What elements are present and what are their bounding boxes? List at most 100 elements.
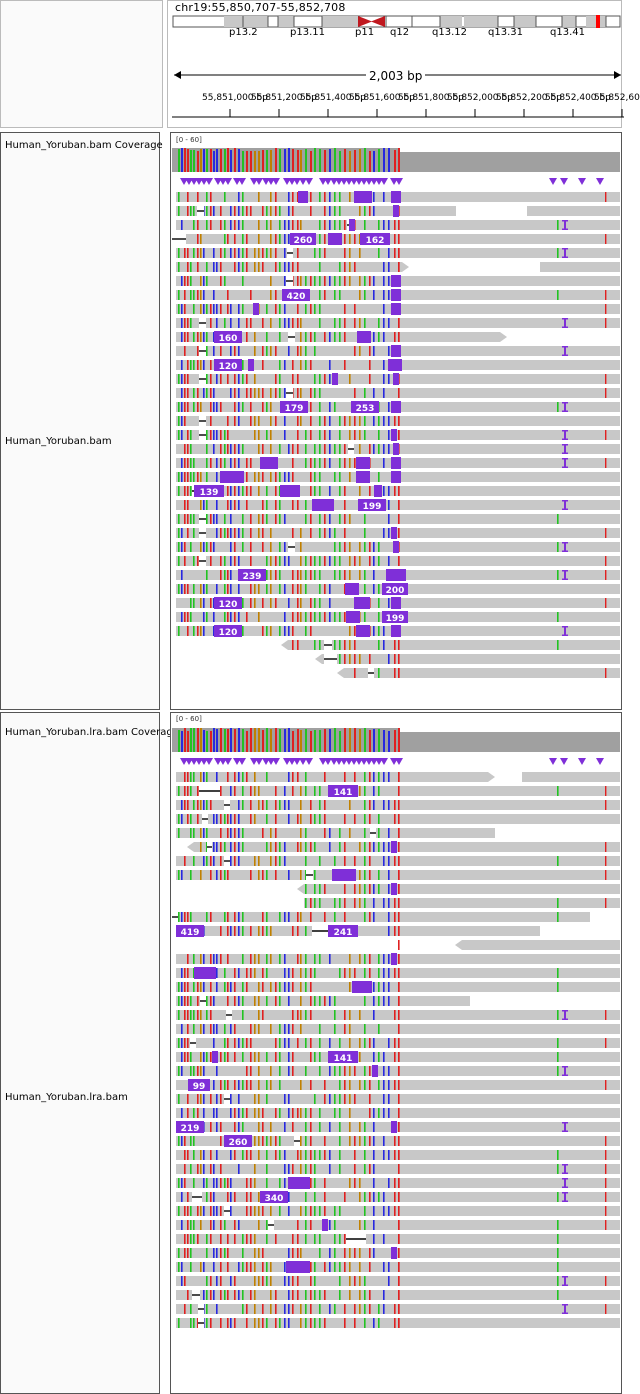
insertion-glyph xyxy=(562,1186,568,1188)
mismatch xyxy=(187,584,189,594)
mismatch xyxy=(213,304,215,314)
mismatch xyxy=(310,388,312,398)
mismatch xyxy=(305,360,307,370)
mismatch xyxy=(369,772,371,782)
mismatch xyxy=(344,304,346,314)
mismatch xyxy=(203,584,205,594)
mismatch xyxy=(324,192,326,202)
coverage-mismatch xyxy=(305,729,307,752)
mismatch xyxy=(262,388,264,398)
mismatch xyxy=(329,1066,331,1076)
mismatch xyxy=(349,1024,351,1034)
mismatch xyxy=(258,1052,260,1062)
insertion-marker xyxy=(578,178,586,185)
mismatch xyxy=(334,528,336,538)
mismatch xyxy=(292,926,294,936)
mismatch xyxy=(310,814,312,824)
mismatch xyxy=(262,262,264,272)
mismatch xyxy=(238,828,240,838)
mismatch xyxy=(279,996,281,1006)
coverage-mismatch xyxy=(329,729,331,752)
coverage-track[interactable] xyxy=(172,146,620,172)
coverage-track-label[interactable]: Human_Yoruban.bam Coverage xyxy=(5,140,163,151)
mismatch xyxy=(297,374,299,384)
mismatch xyxy=(319,1066,321,1076)
alignment-track-label[interactable]: Human_Yoruban.bam xyxy=(5,436,112,447)
mismatch xyxy=(246,1318,248,1328)
mismatch xyxy=(339,486,341,496)
mismatch xyxy=(339,472,341,482)
mismatch xyxy=(242,842,244,852)
insertion-glyph xyxy=(562,634,568,636)
mismatch xyxy=(310,1206,312,1216)
mismatch xyxy=(284,1038,286,1048)
mismatch xyxy=(284,954,286,964)
mismatch xyxy=(266,1150,268,1160)
mismatch xyxy=(178,814,180,824)
mismatch xyxy=(220,304,222,314)
coverage-track-label[interactable]: Human_Yoruban.lra.bam Coverage xyxy=(5,727,179,738)
mismatch xyxy=(206,800,208,810)
mismatch xyxy=(213,1192,215,1202)
mismatch xyxy=(310,472,312,482)
insertion-glyph xyxy=(564,346,566,356)
mismatch xyxy=(213,402,215,412)
insertion-box xyxy=(391,289,401,301)
mismatch xyxy=(344,772,346,782)
mismatch xyxy=(197,402,199,412)
coverage-mismatch xyxy=(398,728,400,752)
mismatch xyxy=(284,416,286,426)
mismatch xyxy=(242,828,244,838)
mismatch xyxy=(193,598,195,608)
mismatch xyxy=(220,1234,222,1244)
mismatch xyxy=(181,1178,183,1188)
mismatch xyxy=(305,1206,307,1216)
chromosome-ideogram[interactable] xyxy=(172,15,622,29)
mismatch xyxy=(284,318,286,328)
mismatch xyxy=(258,870,260,880)
mismatch xyxy=(238,912,240,922)
mismatch xyxy=(373,1206,375,1216)
mismatch xyxy=(178,996,180,1006)
mismatch xyxy=(388,898,390,908)
coverage-track[interactable] xyxy=(172,724,620,752)
coverage-mismatch xyxy=(200,728,202,752)
insertion-marker xyxy=(255,758,263,765)
mismatch xyxy=(344,262,346,272)
mismatch xyxy=(250,290,252,300)
mismatch xyxy=(349,374,351,384)
mismatch xyxy=(297,318,299,328)
coverage-mismatch xyxy=(275,728,277,752)
mismatch xyxy=(181,1066,183,1076)
insertion-box xyxy=(391,625,401,637)
alignment-track-label[interactable]: Human_Yoruban.lra.bam xyxy=(5,1092,128,1103)
mismatch xyxy=(310,1010,312,1020)
mismatch xyxy=(300,1024,302,1034)
mismatch xyxy=(262,828,264,838)
mismatch xyxy=(203,1178,205,1188)
mismatch xyxy=(284,304,286,314)
mismatch xyxy=(364,1024,366,1034)
mismatch xyxy=(213,1038,215,1048)
mismatch xyxy=(354,234,356,244)
mismatch xyxy=(187,262,189,272)
mismatch xyxy=(378,1192,380,1202)
mismatch xyxy=(349,542,351,552)
span-label: 2,003 bp xyxy=(366,69,426,83)
read xyxy=(176,772,488,782)
mismatch xyxy=(246,500,248,510)
mismatch xyxy=(354,968,356,978)
mismatch xyxy=(394,800,396,810)
mismatch xyxy=(344,1248,346,1258)
mismatch xyxy=(288,996,290,1006)
mismatch xyxy=(178,430,180,440)
mismatch xyxy=(220,206,222,216)
coverage-mismatch xyxy=(349,151,351,172)
mismatch xyxy=(369,276,371,286)
mismatch xyxy=(213,1290,215,1300)
mismatch xyxy=(334,1024,336,1034)
mismatch xyxy=(398,234,400,244)
mismatch xyxy=(349,1038,351,1048)
